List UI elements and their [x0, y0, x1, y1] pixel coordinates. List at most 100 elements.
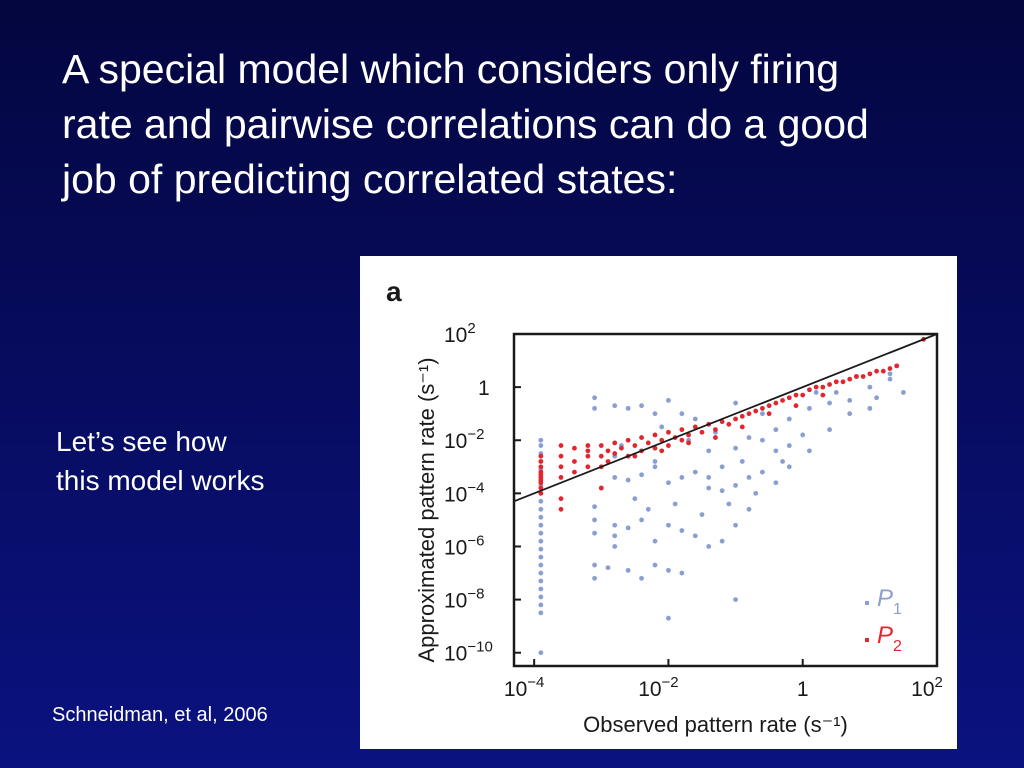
- p2-point: [659, 448, 665, 454]
- p2-point: [538, 459, 544, 464]
- p2-point: [766, 411, 772, 417]
- p1-point: [612, 544, 618, 549]
- p2-point: [558, 453, 564, 459]
- p2-point: [598, 453, 604, 459]
- p1-point: [538, 530, 544, 536]
- p1-point: [538, 578, 544, 584]
- p2-point: [538, 453, 544, 459]
- x-tick-label: 1: [797, 678, 809, 701]
- p1-point: [612, 522, 618, 528]
- p1-point: [867, 384, 873, 390]
- side-note-line: this model works: [56, 465, 265, 496]
- p2-point: [753, 408, 759, 414]
- p1-point: [666, 522, 671, 528]
- p1-point: [538, 506, 544, 512]
- citation: Schneidman, et al, 2006: [52, 704, 268, 726]
- p1-point: [666, 567, 671, 573]
- p1-point: [639, 472, 644, 478]
- p1-point: [652, 464, 658, 470]
- p1-point: [746, 435, 752, 440]
- p2-point: [558, 475, 564, 480]
- p1-point: [538, 562, 544, 568]
- y-tick-label: 10−2: [444, 426, 484, 453]
- p1-point: [538, 610, 544, 616]
- p2-point: [598, 485, 604, 491]
- y-tick-label: 1: [478, 377, 490, 400]
- p1-point: [813, 390, 819, 395]
- p2-point: [713, 427, 718, 433]
- p2-point: [813, 384, 819, 390]
- p2-point: [538, 464, 544, 470]
- p1-point: [827, 427, 832, 433]
- p2-point: [538, 485, 544, 491]
- p1-point: [773, 427, 779, 433]
- p1-point: [652, 411, 658, 417]
- side-note-line: Let’s see how: [56, 426, 227, 457]
- p2-point: [760, 405, 765, 411]
- p1-point: [887, 376, 893, 382]
- p2-point: [867, 371, 873, 377]
- p2-point: [820, 384, 826, 390]
- p2-point: [679, 437, 685, 443]
- p1-point: [652, 562, 658, 568]
- p1-point: [786, 464, 792, 470]
- p1-point: [786, 443, 792, 448]
- p1-point: [733, 597, 738, 602]
- p1-point: [612, 475, 618, 480]
- p2-point: [585, 448, 591, 454]
- p2-point: [780, 398, 785, 403]
- p1-point: [679, 475, 685, 480]
- p2-point: [739, 424, 745, 430]
- p1-point: [538, 650, 544, 656]
- scatter-chart: a 10−4 10−2 1 102 102 1 10−2 10−4 10−6 10−8 10−10 Ob…: [386, 276, 943, 737]
- p1-point: [679, 411, 685, 417]
- p1-point: [538, 546, 544, 552]
- p1-point: [753, 490, 759, 496]
- p1-point: [666, 398, 671, 403]
- p2-point: [713, 435, 718, 440]
- p1-point: [538, 538, 544, 544]
- p2-point: [854, 374, 859, 379]
- p1-point: [746, 506, 752, 512]
- p2-point: [598, 443, 604, 448]
- p1-point: [605, 565, 611, 571]
- p2-point: [746, 411, 752, 417]
- p2-point: [639, 435, 644, 440]
- p1-point: [592, 405, 597, 411]
- p1-point: [692, 469, 698, 475]
- p1-point: [625, 567, 631, 573]
- p2-point: [793, 403, 799, 409]
- p1-point: [706, 485, 712, 491]
- legend-marker: [865, 638, 869, 642]
- p1-point: [679, 570, 685, 576]
- p1-point: [719, 488, 725, 494]
- p1-point: [733, 400, 738, 406]
- p1-point: [612, 533, 618, 539]
- p1-point: [625, 405, 631, 411]
- slide-title: A special model which considers only fir…: [62, 42, 982, 207]
- p2-point: [733, 416, 738, 422]
- p2-point: [558, 443, 564, 448]
- title-line: job of predicting correlated states:: [62, 156, 678, 202]
- p1-point: [733, 522, 738, 528]
- p2-point: [807, 387, 812, 393]
- p2-point: [558, 506, 564, 512]
- p1-point: [874, 395, 879, 401]
- p1-point: [760, 411, 765, 417]
- p2-point: [894, 363, 900, 369]
- p2-point: [719, 419, 725, 425]
- p2-point: [800, 392, 806, 398]
- p2-point: [619, 445, 624, 451]
- p2-point: [572, 469, 577, 475]
- p2-point: [652, 432, 658, 438]
- title-line: rate and pairwise correlations can do a …: [62, 101, 869, 147]
- p2-point: [847, 376, 853, 382]
- p2-point: [699, 429, 705, 435]
- p1-point: [786, 416, 792, 422]
- p2-point: [538, 477, 544, 483]
- p2-point: [538, 490, 544, 496]
- p2-point: [880, 368, 886, 374]
- legend-marker: [865, 601, 869, 605]
- p1-point: [612, 403, 618, 409]
- p2-point: [666, 429, 671, 435]
